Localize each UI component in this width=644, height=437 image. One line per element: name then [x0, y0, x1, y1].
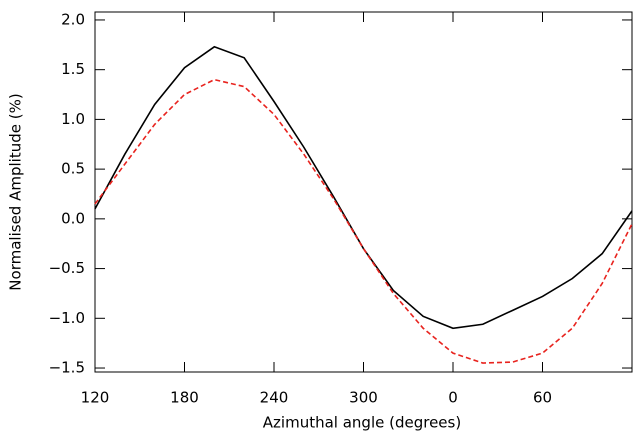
x-tick-label: 180 [170, 389, 199, 407]
plot-frame [94, 11, 633, 373]
y-tick-label: 2.0 [61, 10, 85, 28]
x-tick-label: 300 [349, 389, 378, 407]
series-line [94, 45, 633, 330]
y-tick-label: 1.5 [61, 60, 85, 78]
y-tick-label: 1.0 [61, 110, 85, 128]
x-axis-label: Azimuthal angle (degrees) [263, 414, 461, 432]
x-tick-label: 0 [448, 389, 458, 407]
y-tick-label: 0.5 [61, 160, 85, 178]
series-line [94, 78, 633, 364]
x-tick-label: 120 [81, 389, 110, 407]
y-tick-label: −1.5 [49, 359, 85, 377]
x-tick-label: 240 [260, 389, 289, 407]
y-tick-label: 0.0 [61, 209, 85, 227]
y-tick-label: −1.0 [49, 309, 85, 327]
y-axis-label: Normalised Amplitude (%) [7, 93, 25, 290]
x-tick-label: 60 [533, 389, 552, 407]
y-tick-label: −0.5 [49, 259, 85, 277]
